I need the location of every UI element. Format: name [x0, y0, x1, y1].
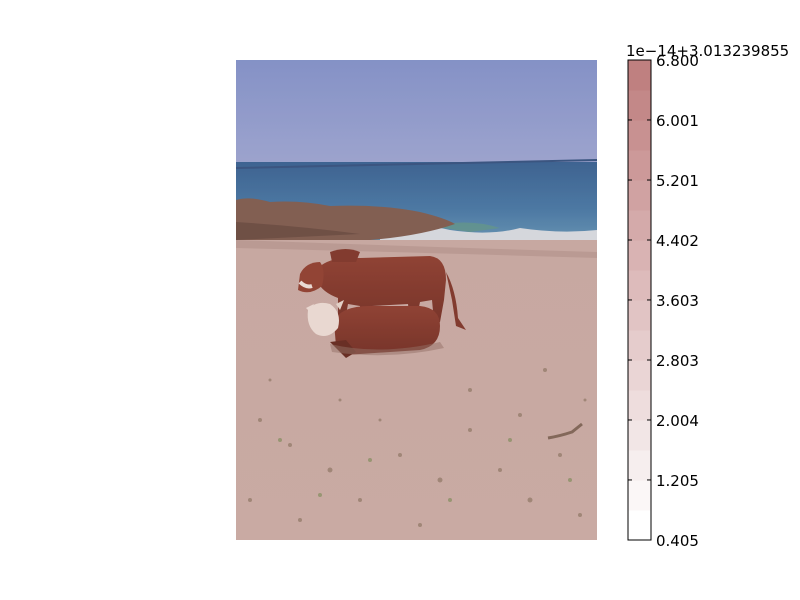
- colorbar-band: [628, 240, 651, 271]
- driftwood: [547, 422, 583, 440]
- colorbar-tick-label: 6.800: [656, 52, 699, 70]
- colorbar-band: [628, 360, 651, 391]
- colorbar-band: [628, 180, 651, 211]
- colorbar-band: [628, 150, 651, 181]
- colorbar-band: [628, 390, 651, 421]
- colorbar-tick-label: 4.402: [656, 232, 699, 250]
- colorbar-offset-text: 1e−14+3.013239855: [626, 42, 789, 60]
- colorbar-bands: [628, 60, 651, 541]
- colorbar-tick-label: 0.405: [656, 532, 699, 550]
- colorbar-band: [628, 210, 651, 241]
- colorbar-tick-label: 2.803: [656, 352, 699, 370]
- colorbar-band: [628, 330, 651, 361]
- colormap-overlay: [236, 60, 597, 540]
- image-panel: [235, 60, 598, 540]
- horizon-line: [235, 159, 598, 169]
- wet-sand: [236, 240, 597, 258]
- lying-cow: [306, 300, 444, 358]
- colorbar-tick-label: 1.205: [656, 472, 699, 490]
- seaweed-bits: [278, 438, 572, 502]
- colorbar-tick-label: 2.004: [656, 412, 699, 430]
- colorbar: 0.405 1.205 2.004 2.803 3.603 4.402 5.201 6.001…: [626, 42, 789, 550]
- colorbar-band: [628, 420, 651, 451]
- colorbar-band: [628, 60, 651, 91]
- colorbar-band: [628, 90, 651, 121]
- wave-foam: [380, 226, 597, 244]
- colorbar-band: [628, 450, 651, 481]
- colorbar-band: [628, 120, 651, 151]
- colorbar-tick-label: 5.201: [656, 172, 699, 190]
- rocks-shadow: [236, 222, 360, 240]
- sky: [236, 60, 597, 168]
- colorbar-tick-label: 6.001: [656, 112, 699, 130]
- colorbar-ticks: 0.405 1.205 2.004 2.803 3.603 4.402 5.201 6.001…: [628, 52, 699, 550]
- colorbar-band: [628, 480, 651, 511]
- colorbar-band: [628, 270, 651, 301]
- colorbar-band: [628, 300, 651, 331]
- colorbar-band: [628, 510, 651, 541]
- sand-debris: [248, 368, 587, 527]
- colorbar-tick-label: 3.603: [656, 292, 699, 310]
